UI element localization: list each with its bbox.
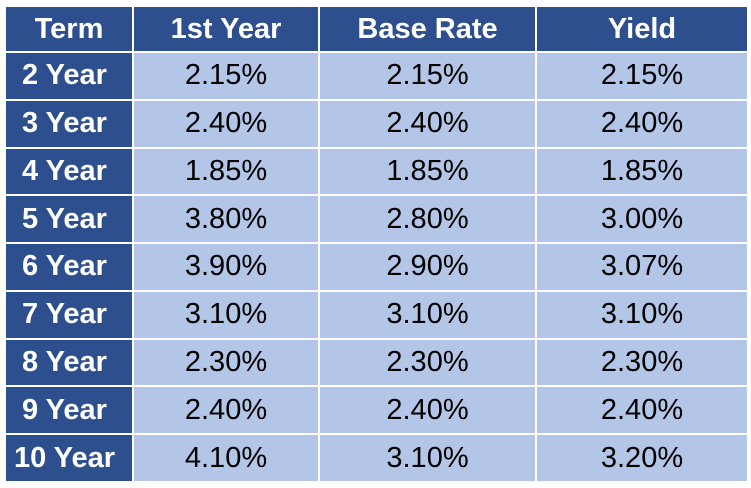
base-rate-cell: 1.85% xyxy=(318,146,537,197)
yield-cell: 2.30% xyxy=(535,337,749,388)
first-year-cell: 3.90% xyxy=(132,242,320,292)
term-cell: 7 Year xyxy=(4,289,134,340)
yield-cell: 2.15% xyxy=(535,51,749,101)
yield-cell: 2.40% xyxy=(535,98,749,149)
base-rate-cell: 2.80% xyxy=(318,194,537,245)
base-rate-cell: 2.40% xyxy=(318,385,537,436)
table-row: 7 Year 3.10% 3.10% 3.10% xyxy=(4,289,749,340)
term-cell: 5 Year xyxy=(4,194,134,245)
term-cell: 2 Year xyxy=(4,51,134,101)
yield-cell: 3.20% xyxy=(535,433,749,483)
first-year-cell: 2.40% xyxy=(132,385,320,436)
base-rate-cell: 2.90% xyxy=(318,242,537,292)
table-row: 9 Year 2.40% 2.40% 2.40% xyxy=(4,385,749,436)
header-row: Term 1st Year Base Rate Yield xyxy=(4,5,749,53)
term-cell: 8 Year xyxy=(4,337,134,388)
header-base-rate: Base Rate xyxy=(318,5,537,53)
yield-cell: 1.85% xyxy=(535,146,749,197)
table-row: 4 Year 1.85% 1.85% 1.85% xyxy=(4,146,749,197)
yield-cell: 3.07% xyxy=(535,242,749,292)
rate-table: Term 1st Year Base Rate Yield 2 Year 2.1… xyxy=(4,5,749,483)
table-row: 2 Year 2.15% 2.15% 2.15% xyxy=(4,51,749,101)
base-rate-cell: 2.40% xyxy=(318,98,537,149)
first-year-cell: 2.15% xyxy=(132,51,320,101)
base-rate-cell: 3.10% xyxy=(318,289,537,340)
term-cell: 9 Year xyxy=(4,385,134,436)
table-row: 8 Year 2.30% 2.30% 2.30% xyxy=(4,337,749,388)
table-row: 6 Year 3.90% 2.90% 3.07% xyxy=(4,242,749,292)
header-first-year: 1st Year xyxy=(132,5,320,53)
term-cell: 10 Year xyxy=(4,433,134,483)
term-cell: 4 Year xyxy=(4,146,134,197)
table-body: 2 Year 2.15% 2.15% 2.15% 3 Year 2.40% 2.… xyxy=(4,51,749,483)
term-cell: 3 Year xyxy=(4,98,134,149)
table-row: 10 Year 4.10% 3.10% 3.20% xyxy=(4,433,749,483)
yield-cell: 2.40% xyxy=(535,385,749,436)
yield-cell: 3.10% xyxy=(535,289,749,340)
header-yield: Yield xyxy=(535,5,749,53)
first-year-cell: 3.80% xyxy=(132,194,320,245)
base-rate-cell: 3.10% xyxy=(318,433,537,483)
table-row: 5 Year 3.80% 2.80% 3.00% xyxy=(4,194,749,245)
first-year-cell: 2.30% xyxy=(132,337,320,388)
term-cell: 6 Year xyxy=(4,242,134,292)
first-year-cell: 1.85% xyxy=(132,146,320,197)
header-term: Term xyxy=(4,5,134,53)
yield-cell: 3.00% xyxy=(535,194,749,245)
first-year-cell: 2.40% xyxy=(132,98,320,149)
first-year-cell: 4.10% xyxy=(132,433,320,483)
base-rate-cell: 2.30% xyxy=(318,337,537,388)
first-year-cell: 3.10% xyxy=(132,289,320,340)
base-rate-cell: 2.15% xyxy=(318,51,537,101)
table-row: 3 Year 2.40% 2.40% 2.40% xyxy=(4,98,749,149)
table-header: Term 1st Year Base Rate Yield xyxy=(4,5,749,53)
